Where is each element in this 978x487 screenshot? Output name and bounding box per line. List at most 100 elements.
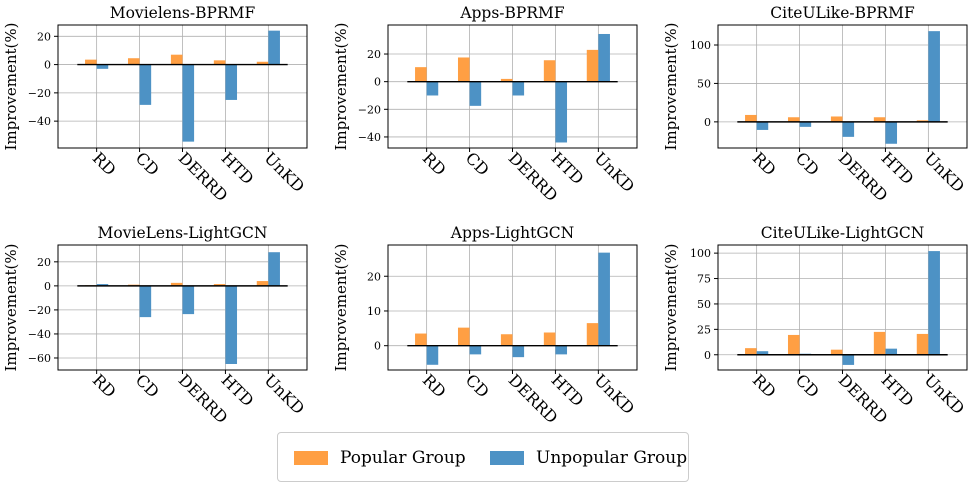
ytick-label-4-2: 20 (367, 270, 381, 283)
ytick-label-2-0: 0 (704, 116, 711, 129)
bar-2-unpopular-4 (928, 31, 940, 122)
bar-5-popular-3 (873, 331, 886, 355)
bar-0-unpopular-0 (96, 64, 109, 69)
bar-4-popular-2 (500, 334, 513, 346)
xtick-label-2-4: UnKD (921, 148, 969, 196)
ylabel-2: Improvement(%) (662, 22, 680, 150)
legend-entry-popular: Popular Group (294, 446, 466, 470)
bar-1-unpopular-3 (555, 81, 568, 143)
ytick-label-3-1: −40 (28, 328, 51, 341)
bar-4-unpopular-4 (598, 252, 610, 346)
ytick-label-5-4: 100 (690, 247, 711, 260)
bar-2-unpopular-1 (799, 121, 812, 127)
ytick-label-0-0: −40 (28, 115, 51, 128)
subplot-title-1: Apps-BPRMF (459, 4, 565, 22)
ylabel-1: Improvement(%) (332, 22, 350, 150)
bar-5-popular-2 (830, 349, 843, 355)
bar-3-unpopular-3 (225, 285, 238, 364)
bar-4-popular-1 (457, 327, 470, 346)
bar-5-unpopular-0 (756, 351, 769, 355)
bar-0-unpopular-3 (225, 64, 238, 100)
xtick-label-0-3: HTD (218, 148, 258, 188)
ytick-label-3-4: 20 (37, 256, 51, 269)
ylabel-3: Improvement(%) (2, 243, 20, 371)
bar-2-unpopular-0 (756, 121, 769, 130)
ylabel-4: Improvement(%) (332, 243, 350, 371)
subplot-title-5: CiteULike-LightGCN (761, 224, 925, 242)
xtick-label-1-4: UnKD (591, 148, 639, 196)
bar-2-popular-0 (745, 114, 757, 122)
ytick-label-5-3: 75 (697, 273, 711, 286)
bar-0-popular-0 (85, 59, 97, 65)
xtick-label-3-1: CD (132, 370, 163, 401)
xtick-label-4-3: HTD (548, 370, 588, 410)
ytick-label-1-2: 0 (374, 76, 381, 89)
bar-4-unpopular-3 (555, 345, 568, 355)
bar-1-unpopular-4 (598, 33, 610, 82)
ytick-label-5-1: 25 (697, 323, 711, 336)
bar-1-popular-4 (586, 49, 599, 82)
ylabel-5: Improvement(%) (662, 243, 680, 371)
bar-4-popular-4 (586, 323, 599, 346)
ytick-label-4-1: 10 (367, 305, 381, 318)
ytick-label-3-2: −20 (28, 304, 51, 317)
ytick-label-1-1: −20 (358, 103, 381, 116)
ytick-label-0-3: 20 (37, 30, 51, 43)
bar-0-unpopular-1 (139, 64, 152, 105)
bar-2-unpopular-2 (842, 121, 855, 137)
legend-label-unpopular: Unpopular Group (536, 448, 688, 468)
ytick-label-4-0: 0 (374, 340, 381, 353)
xtick-label-5-3: HTD (878, 370, 918, 410)
bar-4-unpopular-2 (512, 345, 525, 358)
xtick-label-4-4: UnKD (591, 370, 639, 418)
bar-3-popular-2 (170, 282, 183, 286)
xtick-label-1-3: HTD (548, 148, 588, 188)
bar-4-unpopular-0 (426, 345, 439, 365)
xtick-label-5-0: RD (749, 370, 780, 401)
bar-0-popular-3 (213, 60, 226, 65)
subplot-title-3: MovieLens-LightGCN (98, 224, 268, 242)
bar-2-popular-2 (830, 116, 843, 122)
bar-1-popular-3 (543, 60, 556, 82)
legend-swatch-unpopular (490, 451, 524, 465)
xtick-label-5-4: UnKD (921, 370, 969, 418)
xtick-label-0-4: UnKD (261, 148, 309, 196)
bar-4-unpopular-1 (469, 345, 482, 355)
xtick-label-3-0: RD (89, 370, 120, 401)
legend-label-popular: Popular Group (340, 448, 466, 468)
xtick-label-0-1: CD (132, 148, 163, 179)
ytick-label-3-0: −60 (28, 352, 51, 365)
bar-2-unpopular-3 (885, 121, 898, 144)
bar-2-popular-1 (787, 117, 800, 122)
bar-5-unpopular-3 (885, 348, 898, 355)
bar-4-popular-0 (415, 333, 427, 346)
xtick-label-3-4: UnKD (261, 370, 309, 418)
ytick-label-0-1: −20 (28, 87, 51, 100)
bar-0-unpopular-2 (182, 64, 195, 142)
bar-1-unpopular-2 (512, 81, 525, 96)
bar-4-popular-3 (543, 332, 556, 346)
xtick-label-2-3: HTD (878, 148, 918, 188)
bar-2-popular-3 (873, 117, 886, 122)
ytick-label-5-0: 0 (704, 349, 711, 362)
bar-5-popular-1 (787, 334, 800, 355)
bar-3-popular-3 (213, 284, 226, 286)
bar-5-unpopular-2 (842, 354, 855, 365)
bar-2-popular-4 (916, 120, 929, 122)
bar-3-unpopular-2 (182, 285, 195, 315)
ylabel-0: Improvement(%) (2, 22, 20, 150)
ytick-label-0-2: 0 (44, 59, 51, 72)
bar-1-popular-2 (500, 78, 513, 82)
bar-0-popular-2 (170, 54, 183, 65)
xtick-label-5-1: CD (792, 370, 823, 401)
legend-entry-unpopular: Unpopular Group (490, 446, 687, 470)
xtick-label-4-0: RD (419, 370, 450, 401)
ytick-label-1-3: 20 (367, 48, 381, 61)
xtick-label-3-3: HTD (218, 370, 258, 410)
xtick-label-1-0: RD (419, 148, 450, 179)
bar-3-unpopular-0 (96, 284, 109, 286)
legend-swatch-popular (294, 451, 328, 465)
bar-3-unpopular-4 (268, 252, 280, 286)
legend: Popular Group Unpopular Group (277, 432, 689, 482)
